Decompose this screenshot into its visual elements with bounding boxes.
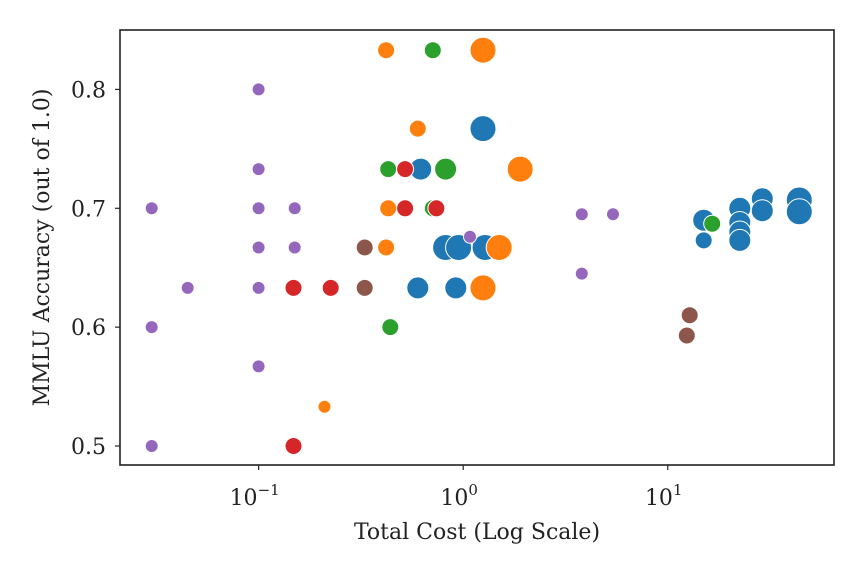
x-tick-label-1: 100 xyxy=(440,481,478,511)
point-orange-7 xyxy=(469,274,497,302)
point-purple-8 xyxy=(251,280,266,295)
point-red-0 xyxy=(396,160,415,179)
point-blue-12 xyxy=(728,228,752,252)
point-orange-0 xyxy=(377,41,396,60)
y-axis-label: MMLU Accuracy (out of 1.0) xyxy=(30,89,55,407)
point-green-2 xyxy=(434,157,458,181)
point-purple-7 xyxy=(180,280,195,295)
point-red-5 xyxy=(284,437,303,455)
point-brown-2 xyxy=(680,306,699,325)
point-purple-2 xyxy=(144,201,159,216)
y-tick-label-2: 0.7 xyxy=(71,197,106,222)
point-orange-3 xyxy=(506,155,534,183)
point-purple-0 xyxy=(251,82,266,97)
y-tick-label-3: 0.8 xyxy=(71,78,106,103)
point-green-0 xyxy=(423,41,442,60)
y-axis-ticks: 0.5 0.6 0.7 0.8 xyxy=(71,78,120,460)
point-red-4 xyxy=(321,278,340,297)
y-tick-label-0: 0.5 xyxy=(71,435,106,460)
point-purple-12 xyxy=(463,229,477,244)
point-orange-1 xyxy=(469,36,497,64)
point-blue-8 xyxy=(694,231,713,250)
point-red-1 xyxy=(396,199,415,218)
point-purple-14 xyxy=(606,207,620,222)
x-axis-ticks: 10−1 100 101 xyxy=(230,465,683,511)
point-blue-14 xyxy=(750,199,774,223)
point-purple-5 xyxy=(251,240,266,255)
point-red-2 xyxy=(427,199,446,218)
point-orange-8 xyxy=(317,399,332,414)
point-purple-6 xyxy=(287,240,302,255)
point-purple-1 xyxy=(251,162,266,177)
point-red-3 xyxy=(284,278,303,297)
point-orange-5 xyxy=(377,238,396,257)
data-points xyxy=(144,36,813,455)
point-brown-3 xyxy=(677,326,696,345)
point-purple-13 xyxy=(574,207,589,222)
point-purple-4 xyxy=(287,201,302,216)
point-blue-1 xyxy=(469,115,497,143)
point-brown-0 xyxy=(355,238,374,257)
point-blue-6 xyxy=(444,276,468,300)
x-tick-label-2: 101 xyxy=(645,481,683,511)
point-purple-11 xyxy=(144,439,159,453)
y-tick-label-1: 0.6 xyxy=(71,316,106,341)
point-purple-15 xyxy=(574,266,589,281)
point-green-5 xyxy=(703,214,722,233)
point-orange-6 xyxy=(485,234,513,261)
point-green-4 xyxy=(381,318,400,337)
point-blue-16 xyxy=(785,198,813,226)
point-orange-4 xyxy=(379,199,398,218)
point-blue-5 xyxy=(406,276,430,300)
plot-frame xyxy=(119,29,835,466)
x-tick-label-0: 10−1 xyxy=(230,481,280,511)
point-purple-9 xyxy=(144,320,159,335)
point-brown-1 xyxy=(355,278,374,297)
point-green-1 xyxy=(379,160,398,179)
point-purple-3 xyxy=(251,201,266,216)
x-axis-label: Total Cost (Log Scale) xyxy=(354,520,600,545)
point-purple-10 xyxy=(251,359,266,374)
point-orange-2 xyxy=(408,119,427,138)
